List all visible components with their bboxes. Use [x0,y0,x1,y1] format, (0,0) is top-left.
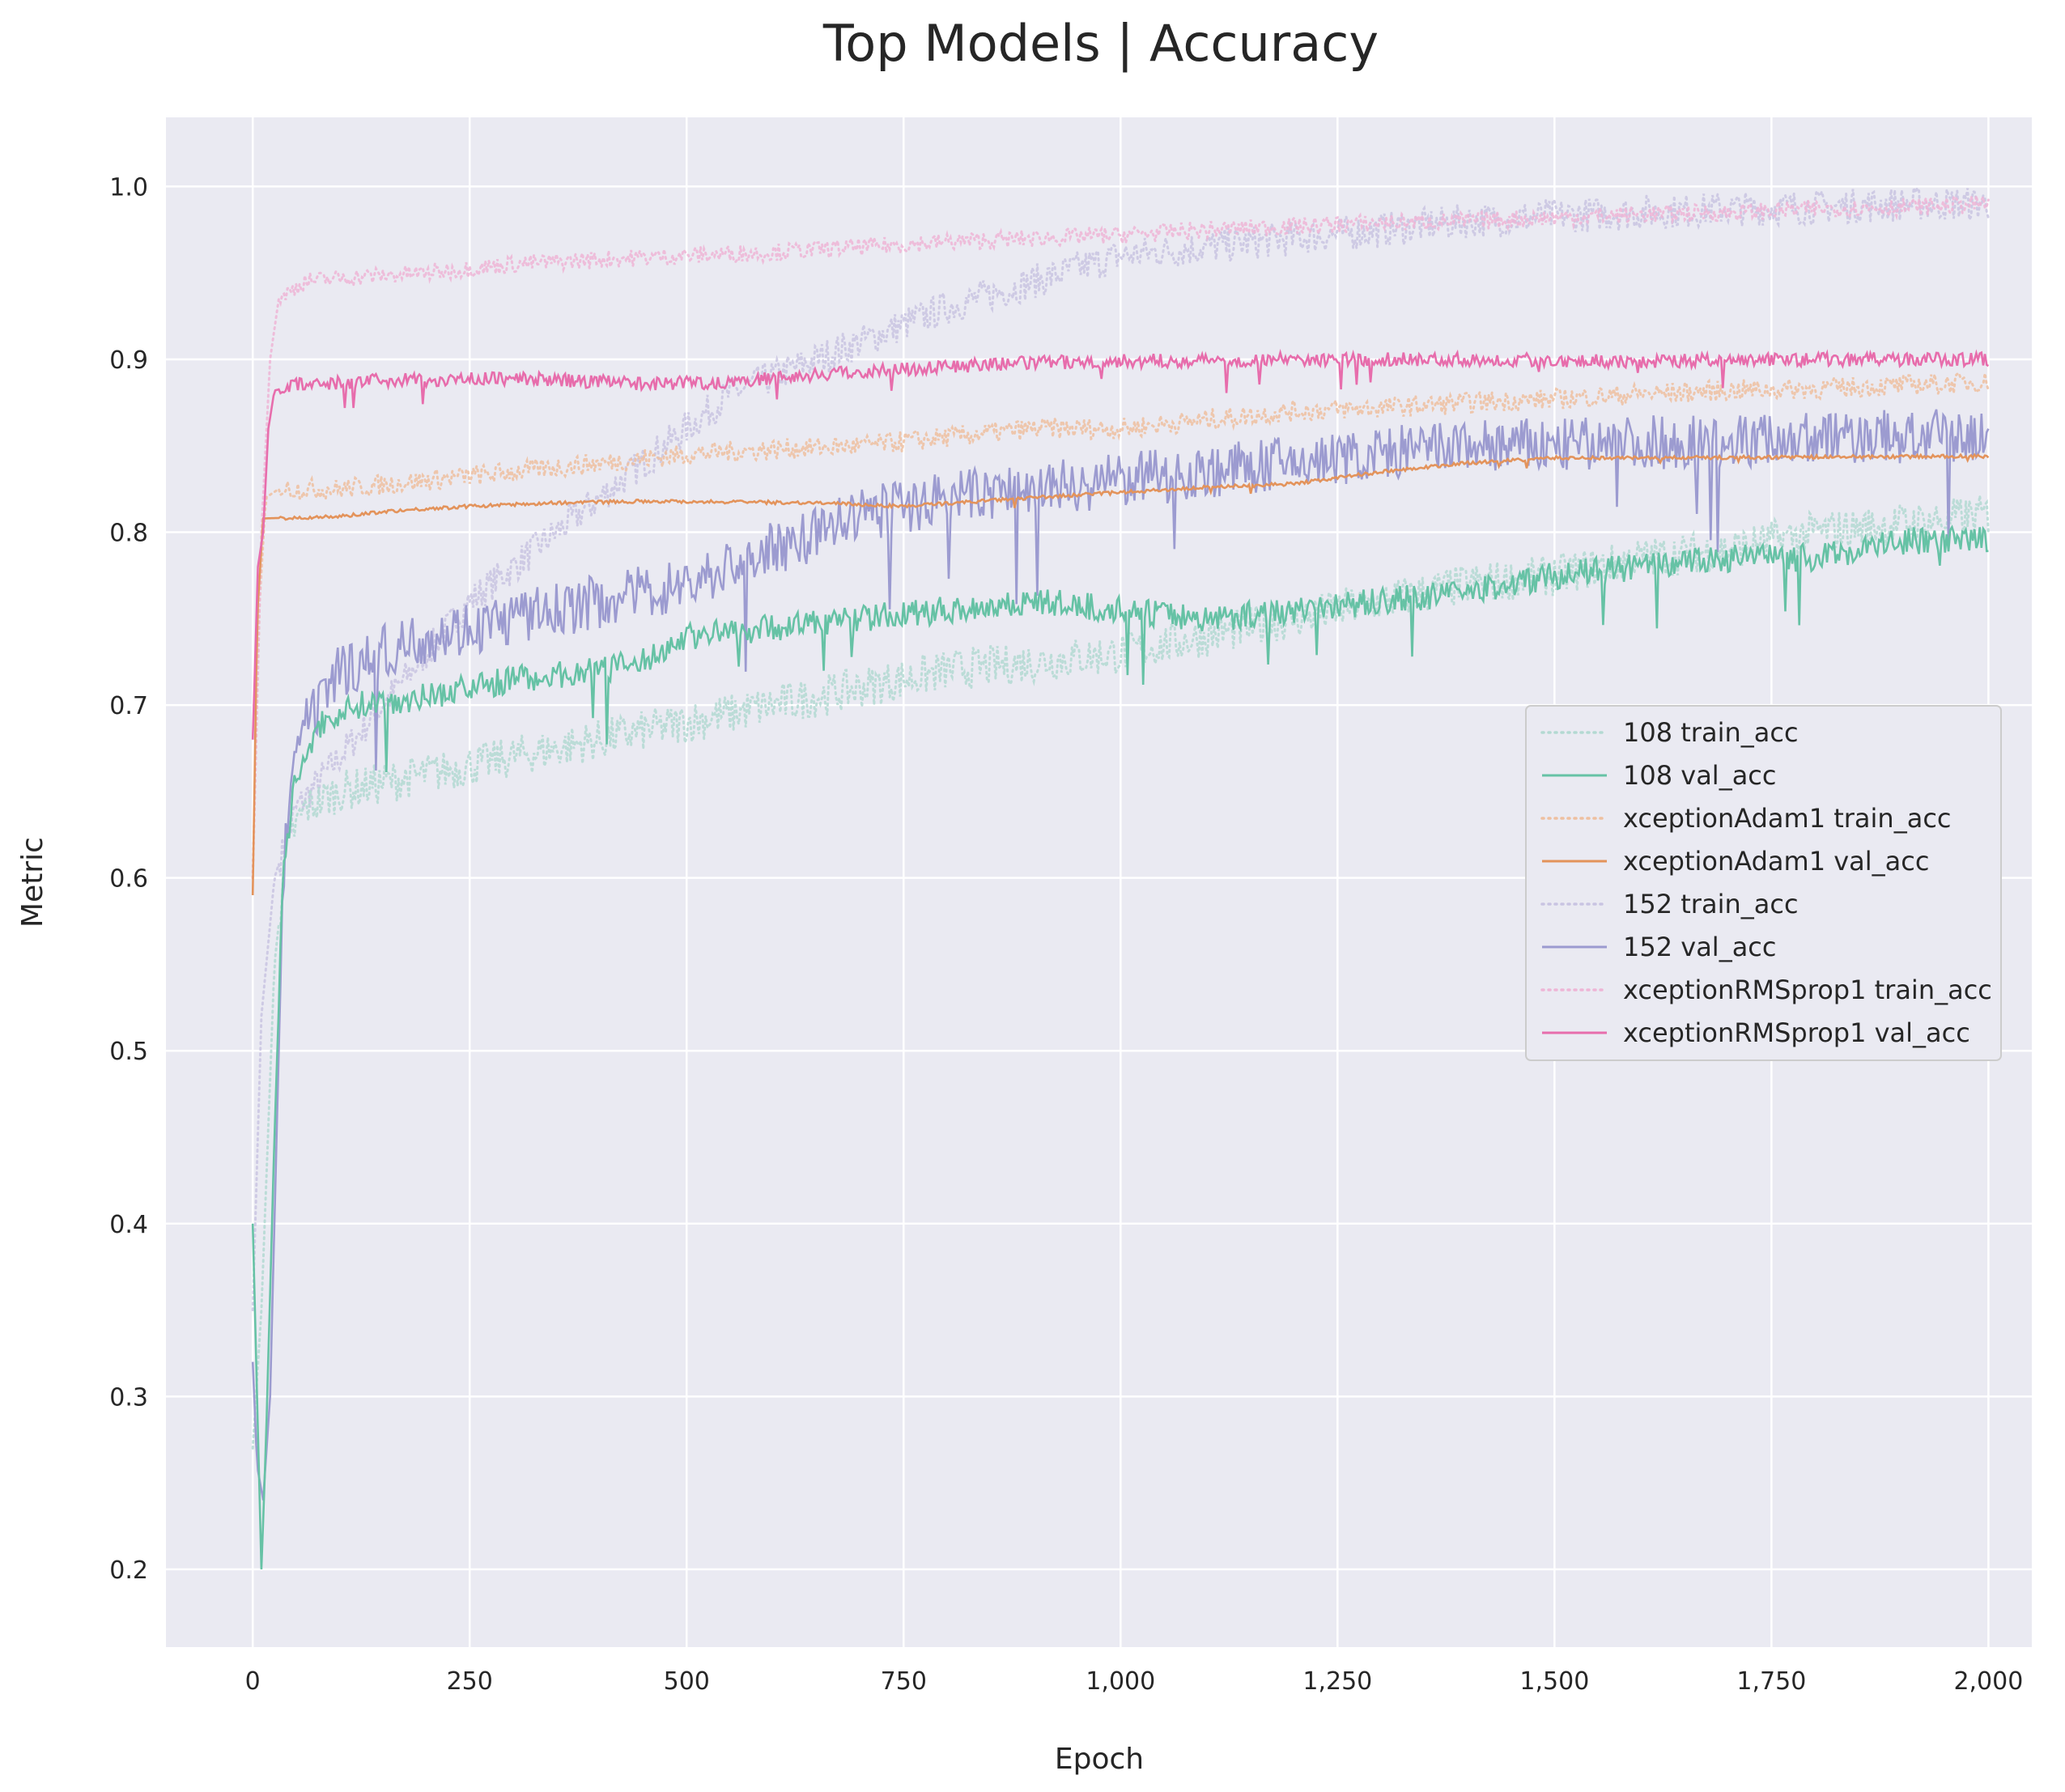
legend-entry: xceptionRMSprop1 train_acc [1623,975,1992,1005]
y-tick-label: 0.3 [109,1383,148,1412]
x-tick-label: 1,250 [1302,1667,1372,1696]
x-tick-labels: 0 250 500 750 1,000 1,250 1,500 1,750 2,000 [245,1667,2024,1696]
legend: 108 train_acc 108 val_acc xceptionAdam1 tr… [1525,705,2002,1061]
legend-entry: 152 train_acc [1623,889,1799,919]
y-tick-label: 0.7 [109,692,148,720]
x-tick-label: 750 [881,1667,927,1696]
legend-entry: 108 train_acc [1623,717,1799,748]
x-tick-label: 2,000 [1953,1667,2023,1696]
series-line [251,185,1990,1312]
series-lines [251,185,1990,1569]
legend-entry: 108 val_acc [1623,760,1776,791]
legend-entry: xceptionAdam1 train_acc [1623,803,1952,834]
legend-entry: 152 val_acc [1623,932,1776,962]
legend-entry: xceptionAdam1 val_acc [1623,846,1929,877]
series-line [251,495,1990,1450]
series-line [251,452,1990,896]
series-line [251,409,1990,1501]
x-tick-label: 500 [664,1667,710,1696]
x-tick-label: 1,000 [1086,1667,1155,1696]
y-tick-label: 0.9 [109,346,148,375]
x-tick-label: 250 [447,1667,493,1696]
y-axis-label: Metric [16,837,49,928]
series-line [251,371,1990,880]
x-axis-label: Epoch [1055,1743,1144,1776]
y-tick-label: 0.8 [109,520,148,548]
x-tick-label: 1,500 [1519,1667,1589,1696]
series-line [251,348,1990,740]
y-tick-labels: 0.2 0.3 0.4 0.5 0.6 0.7 0.8 0.9 1.0 [109,173,148,1584]
x-tick-label: 0 [245,1667,261,1696]
y-tick-label: 0.5 [109,1038,148,1066]
y-tick-label: 0.2 [109,1556,148,1585]
series-line [251,524,1989,1569]
y-tick-label: 0.4 [109,1211,148,1239]
series-line [251,193,1990,880]
y-tick-label: 1.0 [109,173,148,202]
x-tick-label: 1,750 [1736,1667,1806,1696]
legend-box [1525,705,2002,1061]
legend-entry: xceptionRMSprop1 val_acc [1623,1017,1970,1048]
y-tick-label: 0.6 [109,865,148,894]
chart-title: Top Models | Accuracy [822,14,1379,74]
